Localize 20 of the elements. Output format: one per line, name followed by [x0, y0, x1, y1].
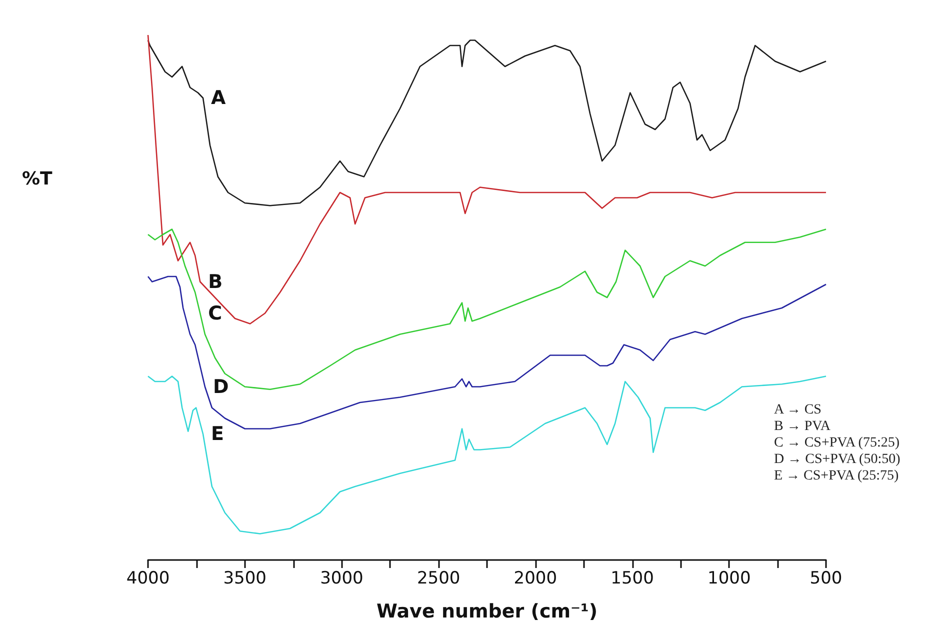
x-tick-label: 4000 [126, 568, 170, 588]
annotation: D → CS+PVA (50:50) [774, 452, 901, 467]
x-tick-label: 3000 [320, 568, 364, 588]
series-label: B [208, 270, 223, 293]
y-axis-title: %T [22, 168, 54, 190]
annotation: E → CS+PVA (25:75) [774, 468, 900, 484]
x-tick-label: 2500 [416, 568, 460, 588]
x-tick-label: 3500 [223, 568, 266, 588]
x-axis-title: Wave number (cm⁻¹) [376, 600, 598, 622]
x-tick-label: 1500 [610, 568, 654, 588]
x-tick-label: 1000 [708, 568, 751, 588]
x-tick-label: 2000 [514, 568, 558, 588]
x-tick-label: 500 [810, 568, 842, 588]
annotation: A → CS [774, 402, 822, 418]
annotation: B → PVA [774, 419, 832, 434]
annotation: C → CS+PVA (75:25) [774, 436, 900, 450]
series-label: A [211, 87, 226, 109]
series-label: D [212, 376, 229, 398]
series-label: E [211, 423, 224, 445]
series-label: C [208, 302, 222, 324]
